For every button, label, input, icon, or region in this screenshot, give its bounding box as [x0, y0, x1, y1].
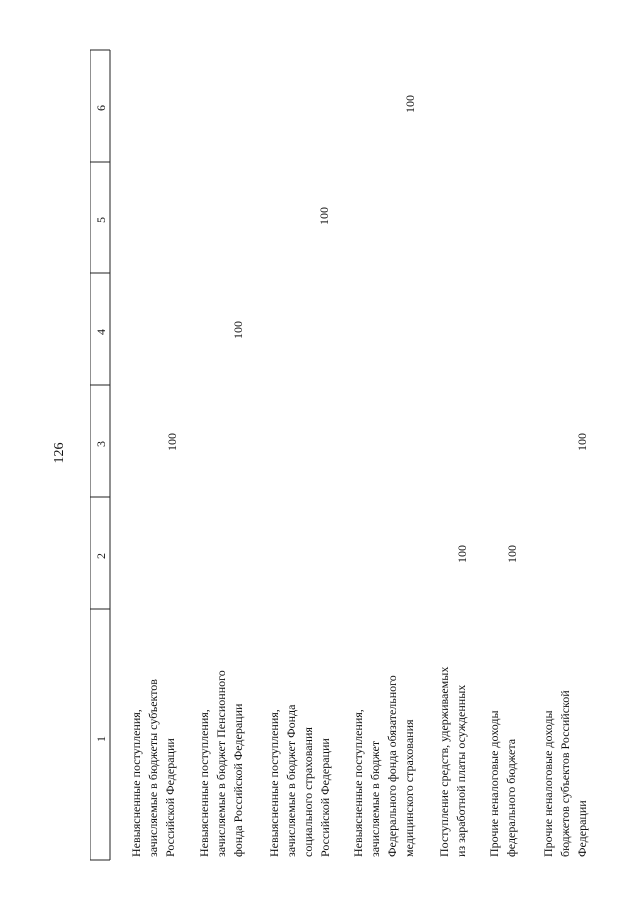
row-5-label: Поступление средств, удерживаемых из зар… [437, 666, 468, 857]
header-col-5: 5 [94, 217, 108, 223]
rotated-table: 6 5 4 3 2 1 Невыясненные поступления, за… [90, 45, 630, 905]
row-7-label: Прочие неналоговые доходы бюджетов субъе… [541, 690, 589, 857]
row-4-label: Невыясненные поступления, зачисляемые в … [351, 675, 416, 857]
header-col-1: 1 [94, 736, 108, 742]
header-col-4: 4 [94, 329, 108, 335]
page-number: 126 [52, 442, 67, 464]
header-col-3: 3 [94, 441, 108, 447]
row-1-col3-value: 100 [165, 433, 179, 451]
header-col-6: 6 [94, 105, 108, 111]
header-col-2: 2 [94, 553, 108, 559]
row-3-col5-value: 100 [317, 207, 331, 225]
row-6-col2-value: 100 [505, 545, 519, 563]
table-grid [90, 49, 111, 861]
row-5-col2-value: 100 [455, 545, 469, 563]
row-6-label: Прочие неналоговые доходы федерального б… [487, 710, 518, 857]
row-3-label: Невыясненные поступления, зачисляемые в … [267, 704, 332, 857]
row-1-label: Невыясненные поступления, зачисляемые в … [129, 679, 177, 857]
row-2-col4-value: 100 [231, 321, 245, 339]
row-4-col6-value: 100 [403, 95, 417, 113]
row-2-label: Невыясненные поступления, зачисляемые в … [197, 670, 245, 857]
row-7-col3-value: 100 [575, 433, 589, 451]
